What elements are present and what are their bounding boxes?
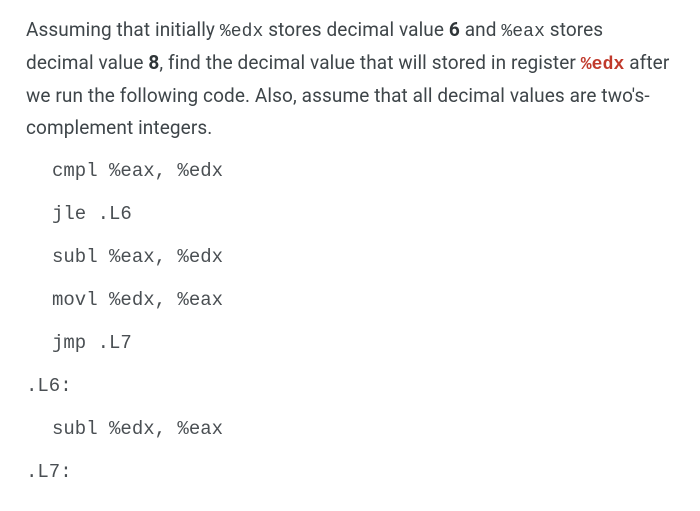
code-line-movl: movl %edx, %eax [52, 291, 674, 310]
register-eax-initial: %eax [501, 22, 545, 42]
prompt-text-5: , find the decimal value that will store… [159, 51, 580, 74]
value-6: 6 [449, 18, 460, 41]
code-line-cmpl: cmpl %eax, %edx [52, 162, 674, 181]
assembly-code-block: cmpl %eax, %edx jle .L6 subl %eax, %edx … [26, 162, 674, 482]
value-8: 8 [148, 51, 159, 74]
register-edx-initial: %edx [220, 22, 264, 42]
question-prompt: Assuming that initially %edx stores deci… [26, 14, 674, 144]
code-line-jle: jle .L6 [52, 205, 674, 224]
code-line-jmp: jmp .L7 [52, 334, 674, 353]
register-edx-target: %edx [581, 55, 625, 75]
prompt-text-1: Assuming that initially [26, 18, 220, 41]
code-label-L7: .L7: [26, 463, 674, 482]
code-line-subl-2: subl %edx, %eax [52, 420, 674, 439]
question-container: Assuming that initially %edx stores deci… [0, 0, 700, 502]
prompt-text-3: and [460, 18, 501, 41]
code-label-L6: .L6: [26, 377, 674, 396]
prompt-text-2: stores decimal value [263, 18, 448, 41]
code-line-subl-1: subl %eax, %edx [52, 248, 674, 267]
